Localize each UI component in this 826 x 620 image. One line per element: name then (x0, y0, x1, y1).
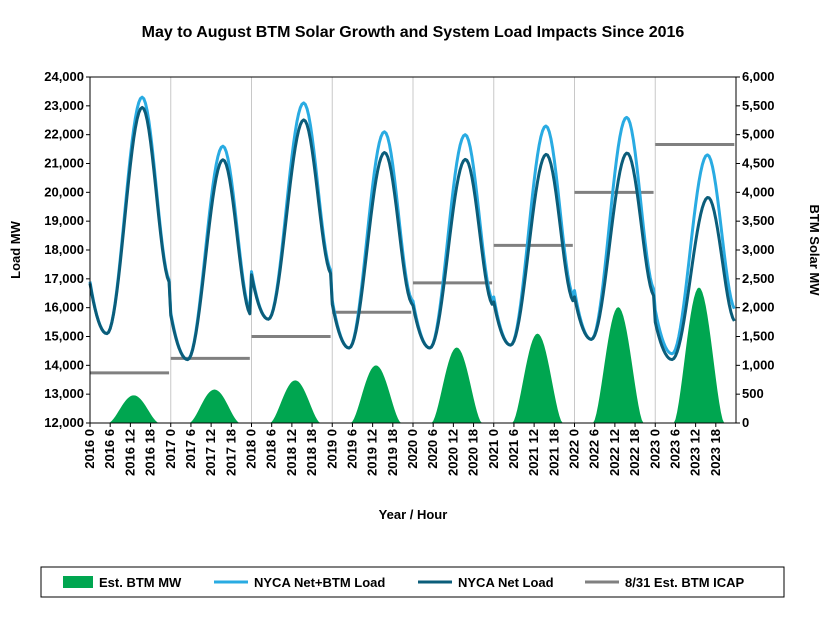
legend-label-net-btm: NYCA Net+BTM Load (254, 575, 385, 590)
net-load-line (88, 105, 736, 362)
x-tick-label: 2023 0 (647, 429, 662, 469)
left-tick-label: 17,000 (44, 271, 84, 286)
x-tick-label: 2016 6 (102, 429, 117, 469)
right-tick-label: 2,500 (742, 271, 775, 286)
right-tick-label: 3,500 (742, 213, 775, 228)
x-tick-label: 2022 0 (567, 429, 582, 469)
left-tick-label: 24,000 (44, 69, 84, 84)
x-tick-label: 2019 6 (344, 429, 359, 469)
right-tick-label: 6,000 (742, 69, 775, 84)
x-tick-label: 2016 12 (122, 429, 137, 476)
right-tick-label: 2,000 (742, 300, 775, 315)
x-axis-label: Year / Hour (379, 507, 448, 522)
x-tick-label: 2017 6 (183, 429, 198, 469)
right-axis-label: BTM Solar MW (807, 205, 822, 297)
x-tick-label: 2023 12 (688, 429, 703, 476)
x-tick-label: 2017 18 (223, 429, 238, 476)
x-tick-label: 2023 18 (708, 429, 723, 476)
x-axis-ticks: 2016 0 2016 6 2016 12 2016 18 2017 0 2017 6 20… (82, 423, 723, 476)
right-tick-label: 4,500 (742, 156, 775, 171)
x-tick-label: 2016 0 (82, 429, 97, 469)
btm-area-2022 (593, 307, 644, 423)
btm-area-2018 (270, 380, 321, 423)
x-tick-label: 2017 0 (163, 429, 178, 469)
x-tick-label: 2020 6 (425, 429, 440, 469)
btm-area-2021 (512, 333, 563, 423)
x-tick-label: 2022 6 (587, 429, 602, 469)
load-line-series (88, 95, 736, 362)
left-tick-label: 19,000 (44, 213, 84, 228)
x-tick-label: 2021 0 (486, 429, 501, 469)
chart-title: May to August BTM Solar Growth and Syste… (142, 24, 685, 41)
right-tick-label: 500 (742, 386, 764, 401)
x-tick-label: 2019 0 (324, 429, 339, 469)
right-tick-label: 5,500 (742, 98, 775, 113)
left-tick-label: 16,000 (44, 300, 84, 315)
right-tick-label: 1,500 (742, 329, 775, 344)
btm-area-series (108, 287, 725, 423)
legend-swatch-btm (63, 576, 93, 588)
left-axis-ticks: 12,000 13,000 14,000 15,000 16,000 17,000 18,0… (44, 69, 90, 430)
right-tick-label: 4,000 (742, 184, 775, 199)
right-tick-label: 1,000 (742, 357, 775, 372)
net-plus-btm-load-line (88, 95, 736, 362)
right-tick-label: 5,000 (742, 127, 775, 142)
btm-area-2023 (673, 287, 725, 423)
x-tick-label: 2017 12 (203, 429, 218, 476)
x-tick-label: 2021 6 (506, 429, 521, 469)
x-tick-label: 2018 6 (264, 429, 279, 469)
right-tick-label: 3,000 (742, 242, 775, 257)
btm-area-2020 (431, 347, 482, 423)
x-tick-label: 2018 0 (244, 429, 259, 469)
left-tick-label: 18,000 (44, 242, 84, 257)
x-tick-label: 2021 12 (526, 429, 541, 476)
btm-area-2017 (189, 389, 240, 423)
x-tick-label: 2016 18 (143, 429, 158, 476)
x-tick-label: 2020 0 (405, 429, 420, 469)
grid-lines (170, 77, 656, 423)
legend-label-btm: Est. BTM MW (99, 575, 182, 590)
x-tick-label: 2018 18 (304, 429, 319, 476)
legend-label-net: NYCA Net Load (458, 575, 554, 590)
legend-label-icap: 8/31 Est. BTM ICAP (625, 575, 745, 590)
right-axis-ticks: 0 500 1,000 1,500 2,000 2,500 3,000 3,500 4,000 4… (736, 69, 775, 430)
btm-area-2016 (108, 395, 159, 423)
x-tick-label: 2022 12 (607, 429, 622, 476)
x-tick-label: 2022 18 (627, 429, 642, 476)
btm-area-2019 (350, 365, 402, 423)
left-tick-label: 23,000 (44, 98, 84, 113)
left-axis-label: Load MW (8, 220, 23, 278)
legend: Est. BTM MW NYCA Net+BTM Load NYCA Net L… (40, 566, 785, 598)
left-tick-label: 12,000 (44, 415, 84, 430)
left-tick-label: 13,000 (44, 386, 84, 401)
legend-box (40, 566, 785, 598)
left-tick-label: 14,000 (44, 357, 84, 372)
left-tick-label: 22,000 (44, 127, 84, 142)
left-tick-label: 21,000 (44, 156, 84, 171)
x-tick-label: 2020 12 (445, 429, 460, 476)
right-tick-label: 0 (742, 415, 749, 430)
x-tick-label: 2018 12 (284, 429, 299, 476)
x-tick-label: 2023 6 (667, 429, 682, 469)
x-tick-label: 2021 18 (546, 429, 561, 476)
x-tick-label: 2020 18 (466, 429, 481, 476)
x-tick-label: 2019 18 (385, 429, 400, 476)
left-tick-label: 15,000 (44, 329, 84, 344)
x-tick-label: 2019 12 (365, 429, 380, 476)
left-tick-label: 20,000 (44, 184, 84, 199)
